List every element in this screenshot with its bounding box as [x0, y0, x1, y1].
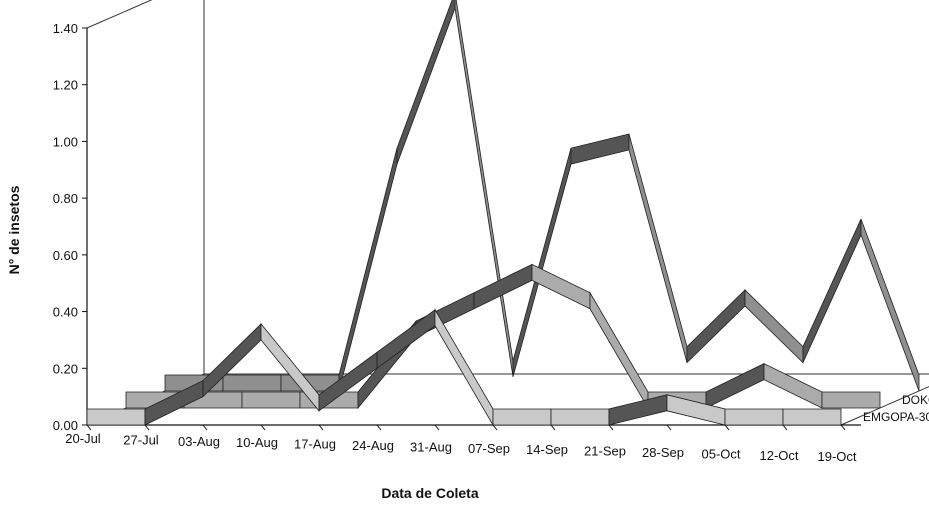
ribbon-segment [629, 134, 687, 363]
x-tick-mark [261, 425, 265, 430]
x-tick-label: 24-Aug [352, 438, 394, 453]
x-tick-label: 28-Sep [642, 445, 684, 460]
x-tick-label: 27-Jul [123, 432, 159, 447]
x-tick-label: 10-Aug [236, 435, 278, 450]
ribbon-segment [87, 409, 145, 425]
x-tick-label: 03-Aug [178, 434, 220, 449]
ribbon-segment [609, 395, 667, 425]
y-tick-label: 1.20 [53, 78, 78, 93]
y-tick-label: 0.60 [53, 248, 78, 263]
x-tick-label: 14-Sep [526, 442, 568, 457]
series-label: EMGOPA-308 [863, 410, 929, 424]
y-tick-label: 0.80 [53, 191, 78, 206]
ribbon-segment [725, 409, 783, 425]
x-axis-ticks: 20-Jul 27-Jul 03-Aug 10-Aug 17-Aug 24-Aug 31-A… [65, 425, 857, 464]
x-tick-label: 21-Sep [584, 444, 626, 459]
ribbon-segment [397, 0, 455, 164]
x-tick-mark [667, 425, 671, 430]
x-tick-mark [493, 425, 497, 430]
x-tick-mark [783, 425, 787, 430]
x-tick-mark [319, 425, 323, 430]
ribbon-segment [377, 310, 435, 369]
ribbon-segment [861, 219, 919, 391]
y-tick-label: 0.40 [53, 305, 78, 320]
y-axis-ticks: 0.000.200.400.600.801.001.201.40 [53, 21, 87, 433]
x-tick-label: 12-Oct [759, 448, 798, 463]
x-tick-mark [203, 425, 207, 430]
ribbon-segment [513, 148, 571, 377]
y-tick-label: 1.40 [53, 21, 78, 36]
y-axis-title: N° de insetos [6, 185, 22, 274]
ribbon-segment [687, 290, 745, 363]
ribbon-segment [783, 409, 841, 425]
ribbon-segment [223, 375, 281, 391]
ribbon-segment [493, 409, 551, 425]
x-tick-label: 17-Aug [294, 437, 336, 452]
x-tick-mark [609, 425, 613, 430]
x-tick-mark [377, 425, 381, 430]
ribbon-segment [571, 134, 629, 164]
ribbon-segment [822, 392, 880, 408]
side-wall-top-edge [87, 0, 204, 28]
x-tick-mark [435, 425, 439, 430]
x-tick-label: 07-Sep [468, 441, 510, 456]
series-label: DOKO-RC [902, 393, 929, 407]
x-tick-mark [841, 425, 845, 430]
ribbon-segment [242, 392, 300, 408]
ribbon-segment [532, 264, 590, 308]
y-tick-label: 1.00 [53, 134, 78, 149]
x-tick-label: 20-Jul [65, 431, 101, 446]
x-tick-mark [725, 425, 729, 430]
ribbon-series-group [87, 0, 919, 425]
x-tick-mark [87, 425, 91, 430]
ribbon-segment [706, 364, 764, 408]
ribbon-segment [435, 310, 493, 425]
x-tick-mark [551, 425, 555, 430]
x-tick-label: 19-Oct [817, 449, 856, 464]
ribbon-segment [803, 219, 861, 363]
x-axis-title: Data de Coleta [381, 485, 478, 501]
ribbon-segment [455, 0, 513, 377]
ribbon-series-mina-br81 [165, 0, 919, 391]
ribbon-segment [590, 293, 648, 408]
x-tick-label: 05-Oct [701, 446, 740, 461]
ribbon-segment [745, 290, 803, 363]
y-tick-label: 0.20 [53, 361, 78, 376]
x-tick-mark [145, 425, 149, 430]
ribbon-segment [551, 409, 609, 425]
ribbon-segment [764, 364, 822, 408]
x-tick-label: 31-Aug [410, 439, 452, 454]
